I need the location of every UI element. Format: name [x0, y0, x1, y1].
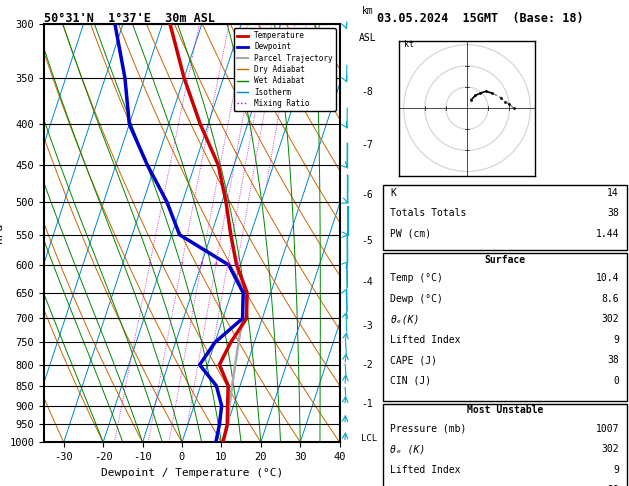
- Text: 1.44: 1.44: [596, 229, 619, 239]
- Text: km: km: [362, 6, 373, 16]
- Text: Dewp (°C): Dewp (°C): [391, 294, 443, 304]
- Text: θₑ (K): θₑ (K): [391, 444, 426, 454]
- Legend: Temperature, Dewpoint, Parcel Trajectory, Dry Adiabat, Wet Adiabat, Isotherm, Mi: Temperature, Dewpoint, Parcel Trajectory…: [233, 28, 336, 111]
- Text: Lifted Index: Lifted Index: [391, 335, 461, 345]
- Text: -7: -7: [361, 140, 373, 150]
- Bar: [383, 404, 626, 486]
- Text: ASL: ASL: [359, 33, 376, 43]
- Text: -6: -6: [361, 190, 373, 200]
- Text: Totals Totals: Totals Totals: [391, 208, 467, 218]
- Text: Most Unstable: Most Unstable: [467, 405, 543, 416]
- Text: -4: -4: [361, 277, 373, 287]
- Text: -1: -1: [361, 399, 373, 409]
- Text: CIN (J): CIN (J): [391, 376, 431, 386]
- Text: 9: 9: [613, 335, 619, 345]
- Text: 1: 1: [148, 262, 152, 267]
- Text: Surface: Surface: [484, 255, 525, 265]
- Bar: [383, 253, 626, 401]
- Text: 1007: 1007: [596, 424, 619, 434]
- Text: 4: 4: [214, 262, 218, 267]
- Text: -8: -8: [361, 87, 373, 97]
- Text: 8.6: 8.6: [601, 294, 619, 304]
- Text: PW (cm): PW (cm): [391, 229, 431, 239]
- Text: 0: 0: [613, 376, 619, 386]
- Text: 302: 302: [601, 314, 619, 324]
- Text: θₑ(K): θₑ(K): [391, 314, 420, 324]
- Text: -2: -2: [361, 360, 373, 370]
- Text: 38: 38: [608, 485, 619, 486]
- X-axis label: Dewpoint / Temperature (°C): Dewpoint / Temperature (°C): [101, 468, 283, 478]
- Text: 14: 14: [608, 188, 619, 198]
- Y-axis label: hPa: hPa: [0, 223, 4, 243]
- Text: 302: 302: [601, 444, 619, 454]
- Text: 50°31'N  1°37'E  30m ASL: 50°31'N 1°37'E 30m ASL: [44, 12, 215, 25]
- Text: CAPE (J): CAPE (J): [391, 355, 438, 365]
- Text: Temp (°C): Temp (°C): [391, 273, 443, 283]
- Text: 9: 9: [613, 465, 619, 475]
- Text: Lifted Index: Lifted Index: [391, 465, 461, 475]
- Text: K: K: [391, 188, 396, 198]
- Text: -3: -3: [361, 321, 373, 331]
- Text: Pressure (mb): Pressure (mb): [391, 424, 467, 434]
- Text: 6: 6: [235, 262, 239, 267]
- Bar: [383, 185, 626, 250]
- Text: -5: -5: [361, 236, 373, 246]
- Text: 03.05.2024  15GMT  (Base: 18): 03.05.2024 15GMT (Base: 18): [377, 12, 584, 25]
- Text: kt: kt: [404, 40, 414, 49]
- Text: LCL: LCL: [361, 434, 377, 443]
- Text: 2: 2: [180, 262, 184, 267]
- Text: 10.4: 10.4: [596, 273, 619, 283]
- Text: 3: 3: [199, 262, 203, 267]
- Text: 38: 38: [608, 355, 619, 365]
- Text: 5: 5: [226, 262, 230, 267]
- Text: CAPE (J): CAPE (J): [391, 485, 438, 486]
- Text: 38: 38: [608, 208, 619, 218]
